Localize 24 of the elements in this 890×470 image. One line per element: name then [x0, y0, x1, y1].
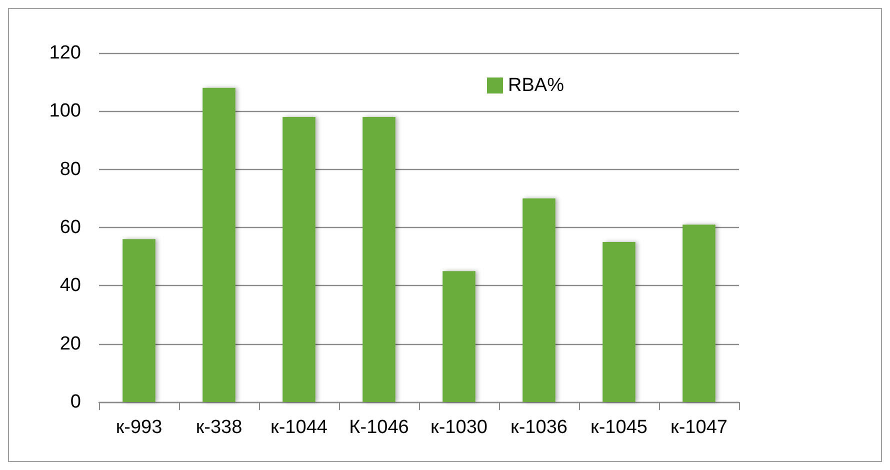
x-tick-label: к-1047	[670, 417, 728, 438]
y-tick-label: 40	[60, 275, 81, 296]
bar	[682, 224, 716, 402]
y-tick-label: 80	[60, 158, 81, 180]
y-tick-label: 20	[60, 333, 81, 354]
bar	[602, 242, 636, 402]
x-tick-label: к-1030	[430, 417, 488, 438]
y-tick-label: 60	[60, 217, 81, 238]
bar	[122, 239, 156, 402]
x-tick-label: к-338	[196, 417, 242, 438]
x-tick-label: К-1046	[349, 417, 409, 438]
x-tick-label: к-1036	[510, 417, 568, 438]
x-tick-label: к-1045	[590, 417, 648, 438]
bar	[362, 116, 396, 402]
x-tick-label: к-993	[116, 417, 162, 438]
y-tick-label: 120	[49, 42, 81, 64]
bar	[282, 116, 316, 402]
bar	[202, 88, 236, 402]
y-tick-label: 0	[70, 392, 81, 412]
y-tick-label: 100	[49, 100, 81, 122]
legend-label: RBA%	[508, 75, 564, 96]
x-tick-label: к-1044	[270, 417, 328, 438]
bar	[522, 198, 556, 402]
bar	[442, 271, 476, 402]
